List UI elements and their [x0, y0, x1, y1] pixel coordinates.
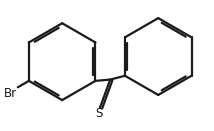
Text: Br: Br — [4, 87, 17, 100]
Text: S: S — [95, 107, 102, 120]
